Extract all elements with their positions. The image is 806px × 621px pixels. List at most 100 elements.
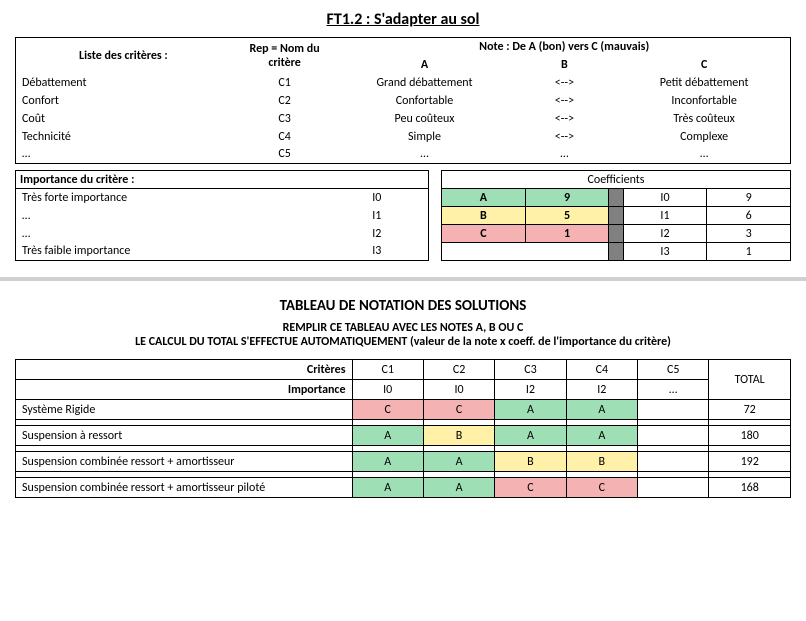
coeff-note-key: B [442,207,526,225]
criterion-c: … [618,146,790,164]
solutions-table: Critères C1C2C3C4C5 TOTAL Importance I0I… [15,359,791,498]
criterion-rep: C1 [231,74,339,92]
criteria-table: Liste des critères : Rep = Nom du critèr… [15,37,791,164]
solution-total: 72 [709,400,791,420]
criterion-b: <--> [511,74,619,92]
coeff-imp-key: I2 [623,225,707,243]
sol-imp-header: I0 [352,380,423,400]
criterion-a: Confortable [338,92,510,110]
coeff-imp-val: 9 [707,189,791,207]
criterion-c: Petit débattement [618,74,790,92]
solution-grade-cell[interactable]: B [423,426,494,446]
criterion-name: Coût [16,110,231,128]
solution-grade-cell[interactable]: A [423,478,494,498]
col-b-header: B [511,56,619,74]
criterion-a: Peu coûteux [338,110,510,128]
sol-crit-header: C1 [352,360,423,380]
solution-grade-cell[interactable] [638,426,709,446]
criterion-name: Débattement [16,74,231,92]
coeff-table: Coefficients A 9 I0 9 B 5 I1 6 C 1 I2 3 … [441,170,791,261]
solution-grade-cell[interactable]: A [566,400,637,420]
section-title: TABLEAU DE NOTATION DES SOLUTIONS [15,297,791,315]
criteres-label: Critères [16,360,353,380]
solution-grade-cell[interactable] [638,478,709,498]
coeff-note-key: A [442,189,526,207]
solution-grade-cell[interactable]: A [352,426,423,446]
sol-imp-header: I0 [423,380,494,400]
solution-name: Suspension combinée ressort + amortisseu… [16,452,353,472]
coeff-note-key: C [442,225,526,243]
coeff-note-val: 9 [525,189,609,207]
coeff-title: Coefficients [442,171,791,189]
solution-grade-cell[interactable]: A [352,452,423,472]
solution-name: Suspension à ressort [16,426,353,446]
solution-total: 168 [709,478,791,498]
solution-grade-cell[interactable]: A [495,426,566,446]
sol-crit-header: C2 [423,360,494,380]
sol-imp-header: I2 [566,380,637,400]
criterion-c: Complexe [618,128,790,146]
importance-label: … [16,225,326,243]
importance-title: Importance du critère : [16,171,429,189]
criterion-rep: C4 [231,128,339,146]
coeff-separator [609,243,623,261]
importance-code: I3 [326,243,429,261]
importance-label: Très forte importance [16,189,326,207]
note-header: Note : De A (bon) vers C (mauvais) [338,38,790,56]
solution-grade-cell[interactable]: B [566,452,637,472]
col-a-header: A [338,56,510,74]
coeff-note-val: 5 [525,207,609,225]
coeff-imp-key: I3 [623,243,707,261]
sol-crit-header: C3 [495,360,566,380]
sol-crit-header: C4 [566,360,637,380]
criterion-b: <--> [511,92,619,110]
divider [0,277,806,281]
criterion-b: <--> [511,110,619,128]
solution-grade-cell[interactable]: C [352,400,423,420]
solution-grade-cell[interactable]: B [495,452,566,472]
importance-code: I2 [326,225,429,243]
col-c-header: C [618,56,790,74]
coeff-imp-val: 6 [707,207,791,225]
page-title: FT1.2 : S'adapter au sol [15,10,791,29]
importance-table: Importance du critère : Très forte impor… [15,170,429,261]
solution-total: 180 [709,426,791,446]
criterion-b: … [511,146,619,164]
criterion-rep: C5 [231,146,339,164]
coeff-separator [609,207,623,225]
solution-total: 192 [709,452,791,472]
coeff-separator [609,189,623,207]
solution-grade-cell[interactable]: C [566,478,637,498]
solution-grade-cell[interactable]: A [495,400,566,420]
solution-grade-cell[interactable]: A [423,452,494,472]
coeff-imp-key: I1 [623,207,707,225]
criterion-name: Confort [16,92,231,110]
coeff-imp-key: I0 [623,189,707,207]
criterion-c: Inconfortable [618,92,790,110]
sol-imp-header: I2 [495,380,566,400]
sol-imp-header: … [638,380,709,400]
importance-label: … [16,207,326,225]
criterion-name: Technicité [16,128,231,146]
coeff-separator [609,225,623,243]
solution-grade-cell[interactable] [638,452,709,472]
criterion-rep: C2 [231,92,339,110]
importance-label-row: Importance [16,380,353,400]
importance-label: Très faible importance [16,243,326,261]
criterion-c: Très coûteux [618,110,790,128]
solution-grade-cell[interactable]: C [495,478,566,498]
rep-header: Rep = Nom du critère [231,38,339,74]
criterion-a: … [338,146,510,164]
criterion-a: Grand débattement [338,74,510,92]
solution-grade-cell[interactable]: A [566,426,637,446]
total-label: TOTAL [709,360,791,400]
importance-code: I1 [326,207,429,225]
solution-grade-cell[interactable]: A [352,478,423,498]
criterion-a: Simple [338,128,510,146]
coeff-imp-val: 3 [707,225,791,243]
instruction-2: LE CALCUL DU TOTAL S'EFFECTUE AUTOMATIQU… [15,335,791,349]
importance-code: I0 [326,189,429,207]
coeff-imp-val: 1 [707,243,791,261]
solution-grade-cell[interactable]: C [423,400,494,420]
solution-grade-cell[interactable] [638,400,709,420]
